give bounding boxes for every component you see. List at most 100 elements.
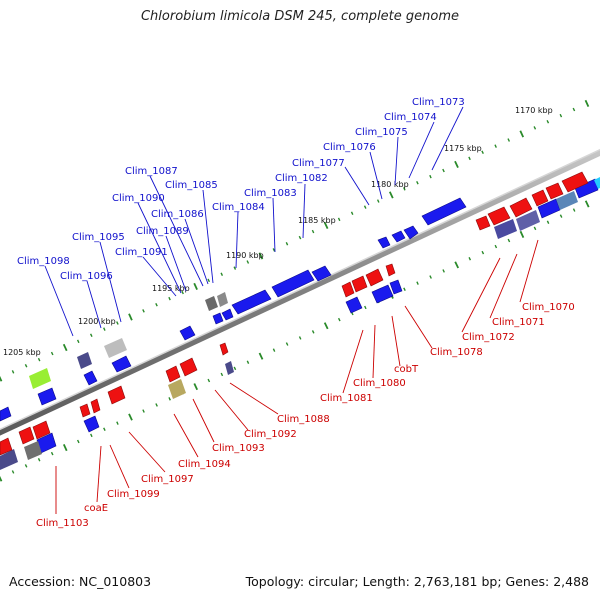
gene-arrow[interactable] <box>179 325 196 341</box>
plus-gene-label[interactable]: Clim_1075 <box>355 127 408 138</box>
minus-gene-label[interactable]: Clim_1071 <box>492 317 545 328</box>
accession-text: Accession: NC_010803 <box>9 574 152 589</box>
plus-gene-label[interactable]: Clim_1090 <box>112 193 165 204</box>
gene-arrow[interactable] <box>351 275 368 293</box>
gene-arrow[interactable] <box>545 182 564 200</box>
gene-box-lightgrey[interactable] <box>104 338 127 358</box>
minus-gene-label[interactable]: coaE <box>84 503 108 514</box>
major-tick <box>193 282 198 290</box>
gene-box-grey[interactable] <box>24 441 42 460</box>
gene-arrow[interactable] <box>487 206 511 226</box>
major-tick <box>62 444 68 452</box>
gene-arrow[interactable] <box>83 370 98 386</box>
minus-gene-label[interactable]: Clim_1103 <box>36 518 89 529</box>
gene-arrow[interactable] <box>574 178 599 199</box>
gene-arrow[interactable] <box>107 385 126 405</box>
gene-arrow[interactable] <box>531 189 549 207</box>
minor-tick-row <box>0 200 590 482</box>
gene-arrow[interactable] <box>0 437 13 456</box>
gene-arrow[interactable] <box>341 281 355 298</box>
gene-arrow[interactable] <box>377 236 391 249</box>
minor-tick <box>559 113 563 118</box>
gene-arrow[interactable] <box>179 357 198 377</box>
minor-tick <box>285 242 289 246</box>
minus-gene-label[interactable]: Clim_1093 <box>212 443 265 454</box>
gene-arrow[interactable] <box>345 296 363 314</box>
gene-box-green[interactable] <box>29 368 51 389</box>
gene-arrow[interactable] <box>0 406 12 422</box>
minus-gene-label[interactable]: Clim_1094 <box>178 459 231 470</box>
gene-arrow[interactable] <box>385 263 396 277</box>
plus-gene-label[interactable]: Clim_1082 <box>275 173 328 184</box>
minus-gene-label[interactable]: Clim_1078 <box>430 347 483 358</box>
gene-arrow[interactable] <box>561 171 589 193</box>
gene-box-purple[interactable] <box>0 449 18 470</box>
plus-gene-label[interactable]: Clim_1083 <box>244 188 297 199</box>
gene-arrow[interactable] <box>389 279 403 295</box>
plus-gene-label[interactable]: Clim_1095 <box>72 232 125 243</box>
minor-tick <box>11 370 15 374</box>
plus-gene-label[interactable]: Clim_1085 <box>165 180 218 191</box>
minus-gene-label[interactable]: Clim_1097 <box>141 474 194 485</box>
plus-gene-label[interactable]: Clim_1084 <box>212 202 265 213</box>
gene-arrow[interactable] <box>475 215 491 231</box>
minus-gene-label[interactable]: cobT <box>394 364 419 375</box>
gene-box-grey[interactable] <box>205 296 218 311</box>
minus-gene-label[interactable]: Clim_1088 <box>277 414 330 425</box>
minus-gene-label[interactable]: Clim_1070 <box>522 302 575 313</box>
minus-gene-label[interactable]: Clim_1072 <box>462 332 515 343</box>
gene-box-purple[interactable] <box>516 210 540 231</box>
minus-gene-label[interactable]: Clim_1092 <box>244 429 297 440</box>
plus-gene-label[interactable]: Clim_1089 <box>136 226 189 237</box>
gene-arrow[interactable] <box>219 342 229 356</box>
minus-gene-label[interactable]: Clim_1080 <box>353 378 406 389</box>
gene-arrow[interactable] <box>212 312 224 325</box>
minus-gene-label[interactable]: Clim_1081 <box>320 393 373 404</box>
gene-arrow[interactable] <box>371 284 394 304</box>
gene-arrow[interactable] <box>111 355 132 373</box>
gene-arrow[interactable] <box>403 225 419 240</box>
major-tick <box>0 375 3 382</box>
gene-box-steel[interactable] <box>556 191 578 210</box>
gene-arrow[interactable] <box>365 268 384 287</box>
gene-box-purple[interactable] <box>494 219 517 239</box>
minor-tick <box>285 342 289 346</box>
minor-tick <box>311 330 315 334</box>
gene-arrow[interactable] <box>90 398 101 414</box>
gene-arrow[interactable] <box>32 420 51 440</box>
plus-gene-label[interactable]: Clim_1096 <box>60 271 113 282</box>
minor-tick <box>337 317 341 322</box>
minor-tick <box>142 409 145 413</box>
gene-arrow[interactable] <box>37 387 57 406</box>
gene-arrow[interactable] <box>509 197 533 218</box>
plus-gene-label[interactable]: Clim_1086 <box>151 209 204 220</box>
minor-tick <box>311 229 315 234</box>
gene-box-olive[interactable] <box>168 379 186 399</box>
plus-gene-label[interactable]: Clim_1087 <box>125 166 178 177</box>
plus-gene-label[interactable]: Clim_1077 <box>292 158 345 169</box>
gene-box-purple[interactable] <box>225 361 234 375</box>
minor-tick <box>442 168 445 173</box>
plus-gene-label[interactable]: Clim_1076 <box>323 142 376 153</box>
gene-arrow[interactable] <box>83 415 100 433</box>
gene-arrow[interactable] <box>421 197 467 226</box>
gene-arrow[interactable] <box>165 365 181 383</box>
gene-arrow[interactable] <box>231 289 272 315</box>
plus-gene-label[interactable]: Clim_1098 <box>17 256 70 267</box>
gene-arrow[interactable] <box>311 265 332 282</box>
minor-tick <box>155 403 158 407</box>
plus-gene-label[interactable]: Clim_1074 <box>384 112 437 123</box>
gene-box-cyan[interactable] <box>594 177 600 189</box>
gene-arrow[interactable] <box>18 426 35 445</box>
gene-arrow[interactable] <box>221 308 234 321</box>
gene-arrow[interactable] <box>271 269 315 298</box>
minus-gene-label[interactable]: Clim_1099 <box>107 489 160 500</box>
kbp-label: 1180 kbp <box>371 180 409 189</box>
gene-arrow[interactable] <box>79 403 91 418</box>
plus-gene-label[interactable]: Clim_1073 <box>412 97 465 108</box>
plus-gene-label[interactable]: Clim_1091 <box>115 247 168 258</box>
gene-box-grey[interactable] <box>217 292 228 307</box>
gene-box-purple[interactable] <box>77 352 92 369</box>
gene-arrow[interactable] <box>391 230 406 243</box>
minor-tick <box>207 378 211 383</box>
